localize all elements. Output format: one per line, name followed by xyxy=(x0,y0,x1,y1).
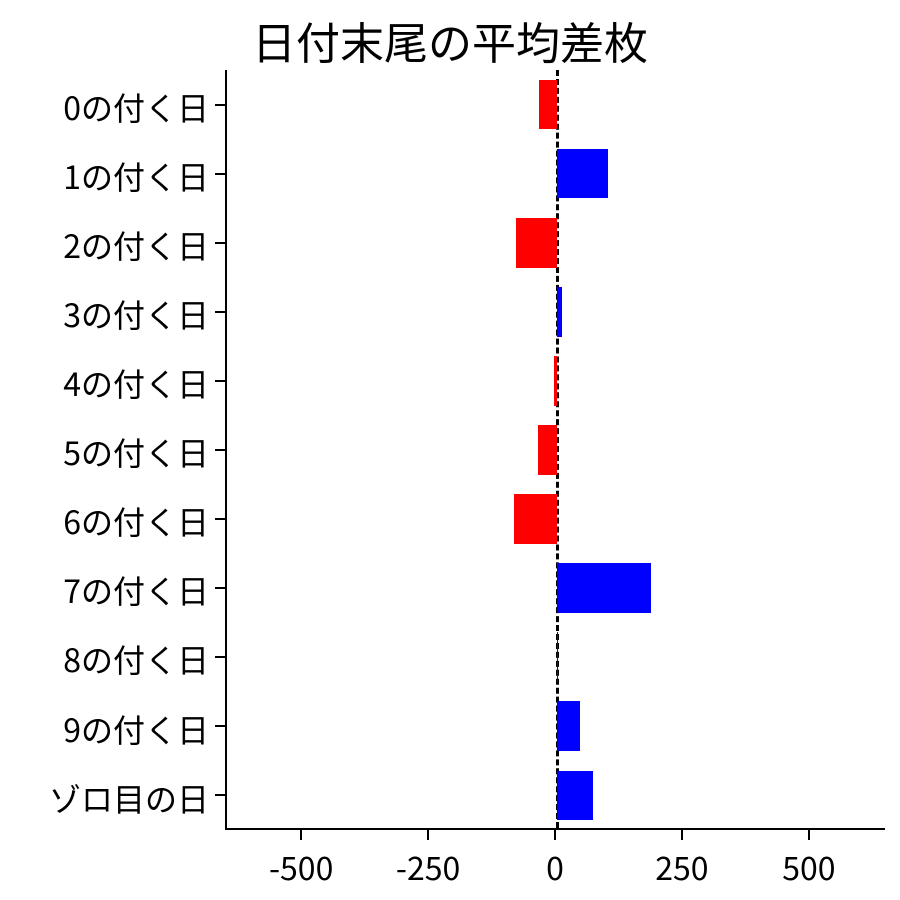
x-axis-label: 0 xyxy=(546,844,564,890)
bar xyxy=(554,356,557,406)
x-axis-label: 500 xyxy=(782,844,835,890)
y-tick xyxy=(215,104,225,106)
x-axis-label: 250 xyxy=(655,844,708,890)
y-axis-label: 1の付く日 xyxy=(63,153,209,199)
bar xyxy=(557,287,562,337)
y-axis-label: 6の付く日 xyxy=(63,498,209,544)
plot-area xyxy=(225,70,885,830)
x-tick xyxy=(681,830,683,840)
bar xyxy=(539,80,557,130)
bar xyxy=(514,494,557,544)
x-tick xyxy=(808,830,810,840)
y-axis-label: 0の付く日 xyxy=(63,84,209,130)
y-axis-label: 2の付く日 xyxy=(63,222,209,268)
y-tick xyxy=(215,794,225,796)
y-tick xyxy=(215,656,225,658)
y-tick xyxy=(215,242,225,244)
y-tick xyxy=(215,380,225,382)
x-tick xyxy=(427,830,429,840)
y-axis-label: 8の付く日 xyxy=(63,636,209,682)
bar xyxy=(538,425,557,475)
x-axis-label: -500 xyxy=(269,844,333,890)
bar xyxy=(557,563,651,613)
y-axis-label: 3の付く日 xyxy=(63,291,209,337)
chart-container: 日付末尾の平均差枚 0の付く日 1の付く日 2の付く日 3の付く日 4の付く日 5の付く日… xyxy=(0,0,900,900)
x-tick xyxy=(300,830,302,840)
y-tick xyxy=(215,449,225,451)
bar xyxy=(557,632,558,682)
y-axis-label: 4の付く日 xyxy=(63,360,209,406)
y-axis-label: 7の付く日 xyxy=(63,567,209,613)
y-axis-label: ゾロ目の日 xyxy=(49,775,209,821)
chart-title: 日付末尾の平均差枚 xyxy=(0,8,900,72)
y-tick xyxy=(215,173,225,175)
y-axis-label: 9の付く日 xyxy=(63,706,209,752)
y-axis-label: 5の付く日 xyxy=(63,429,209,475)
bar xyxy=(516,218,557,268)
bar xyxy=(557,771,593,821)
y-tick xyxy=(215,725,225,727)
x-axis-label: -250 xyxy=(396,844,460,890)
y-tick xyxy=(215,518,225,520)
y-tick xyxy=(215,311,225,313)
y-tick xyxy=(215,587,225,589)
bar xyxy=(557,149,608,199)
bar xyxy=(557,701,580,751)
x-tick xyxy=(554,830,556,840)
